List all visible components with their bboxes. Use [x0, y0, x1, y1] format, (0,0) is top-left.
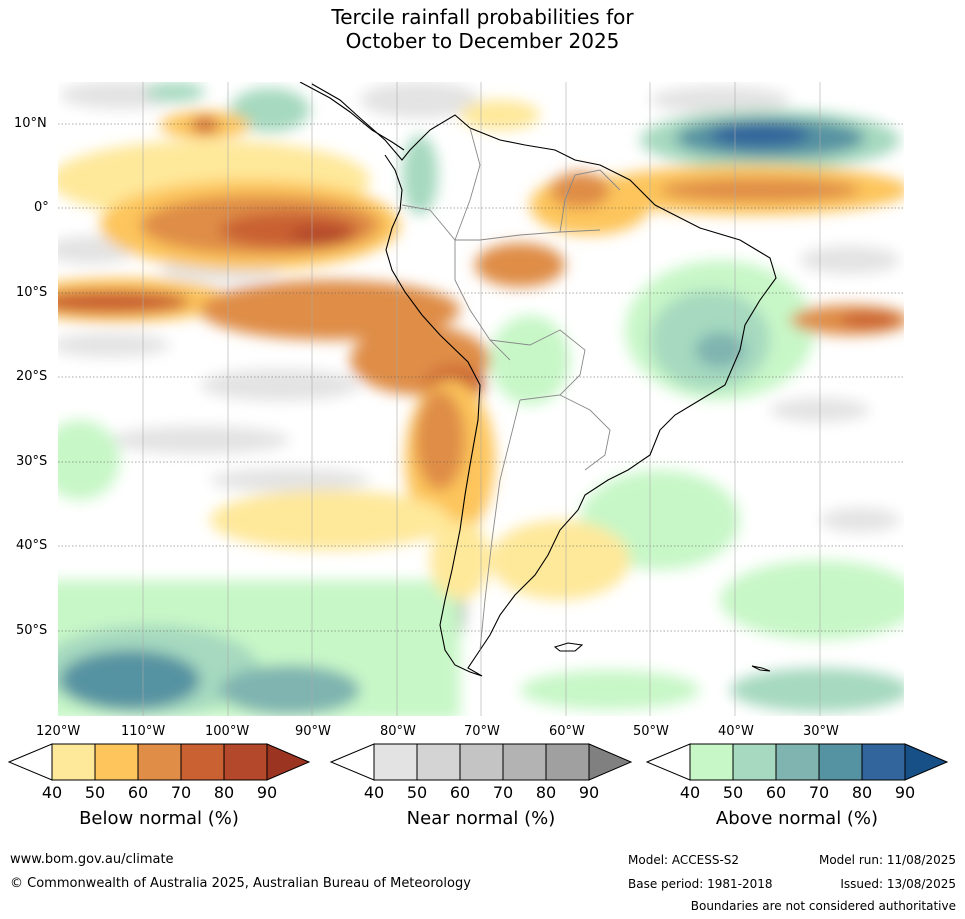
colorbar-near-title: Near normal (%) [406, 808, 556, 829]
south-america-coastline [311, 83, 777, 677]
map-title-line1: Tercile rainfall probabilities for [331, 5, 634, 29]
colorbar-below-segment-6 [266, 743, 310, 781]
footer-copyright: © Commonwealth of Australia 2025, Austra… [10, 876, 471, 891]
lat-label-50s: 50°S [16, 623, 48, 638]
colorbar-below-segment-1 [51, 743, 96, 781]
cbar-below-tick: 90 [256, 783, 278, 802]
colorbar-near-segment-3 [459, 743, 504, 781]
colorbar-above-segment-0 [646, 743, 691, 781]
cbar-above-tick: 70 [808, 783, 830, 802]
cbar-above-tick: 80 [851, 783, 873, 802]
cbar-below-tick: 80 [213, 783, 235, 802]
probability-field [58, 82, 904, 716]
lat-label-20s: 20°S [16, 369, 48, 384]
colorbar-near-normal [330, 743, 632, 781]
colorbar-below-segment-4 [180, 743, 225, 781]
lon-label-40w: 40°W [718, 724, 754, 739]
lon-label-100w: 100°W [205, 724, 250, 739]
country-borders [401, 127, 621, 651]
colorbar-near-segment-6 [588, 743, 632, 781]
colorbar-near-segment-2 [416, 743, 461, 781]
lon-label-30w: 30°W [803, 724, 839, 739]
colorbar-above-segment-3 [775, 743, 820, 781]
cbar-near-tick: 70 [492, 783, 514, 802]
graticule [58, 123, 904, 632]
footer-disclaimer: Boundaries are not considered authoritat… [690, 899, 956, 913]
cbar-above-tick: 40 [679, 783, 701, 802]
lat-label-40s: 40°S [16, 538, 48, 553]
colorbar-near-segment-5 [545, 743, 590, 781]
colorbar-below-segment-0 [8, 743, 53, 781]
lat-label-10s: 10°S [16, 285, 48, 300]
footer-url-link[interactable]: www.bom.gov.au/climate [10, 852, 174, 867]
lon-label-80w: 80°W [380, 724, 416, 739]
footer-model: Model: ACCESS-S2 [628, 853, 740, 867]
lon-label-70w: 70°W [464, 724, 500, 739]
cbar-below-tick: 60 [127, 783, 149, 802]
colorbar-above-segment-1 [689, 743, 734, 781]
cbar-below-tick: 40 [41, 783, 63, 802]
lon-label-90w: 90°W [295, 724, 331, 739]
colorbar-below-normal [8, 743, 310, 781]
colorbar-above-segment-5 [861, 743, 906, 781]
colorbar-above-segment-2 [732, 743, 777, 781]
colorbar-below-segment-3 [137, 743, 182, 781]
cbar-near-tick: 90 [578, 783, 600, 802]
cbar-above-tick: 50 [722, 783, 744, 802]
colorbar-near-segment-1 [373, 743, 418, 781]
lon-label-120w: 120°W [36, 724, 81, 739]
footer-base-period: Base period: 1981-2018 [628, 877, 773, 891]
cbar-above-tick: 90 [894, 783, 916, 802]
central-america-coastline [299, 82, 405, 151]
colorbar-below-segment-2 [94, 743, 139, 781]
cbar-near-tick: 80 [535, 783, 557, 802]
colorbar-below-segment-5 [223, 743, 268, 781]
footer-model-run: Model run: 11/08/2025 [818, 853, 956, 867]
colorbar-near-segment-4 [502, 743, 547, 781]
colorbar-above-normal [646, 743, 948, 781]
lat-label-30s: 30°S [16, 454, 48, 469]
colorbar-above-title: Above normal (%) [715, 808, 879, 829]
south-georgia-island [751, 665, 771, 672]
lon-label-110w: 110°W [121, 724, 166, 739]
footer-issued: Issued: 13/08/2025 [840, 877, 956, 891]
lat-label-10n: 10°N [14, 116, 47, 131]
meridians [142, 82, 821, 716]
colorbar-above-segment-4 [818, 743, 863, 781]
map-title-line2: October to December 2025 [345, 29, 620, 53]
cbar-near-tick: 50 [406, 783, 428, 802]
colorbar-below-title: Below normal (%) [79, 808, 239, 829]
lat-label-0: 0° [34, 200, 49, 215]
lon-label-50w: 50°W [633, 724, 669, 739]
cbar-below-tick: 70 [170, 783, 192, 802]
colorbar-near-segment-0 [330, 743, 375, 781]
cbar-near-tick: 40 [363, 783, 385, 802]
lon-label-60w: 60°W [549, 724, 585, 739]
cbar-above-tick: 60 [765, 783, 787, 802]
cbar-below-tick: 50 [84, 783, 106, 802]
colorbar-above-segment-6 [904, 743, 948, 781]
cbar-near-tick: 60 [449, 783, 471, 802]
falkland-islands [553, 642, 584, 652]
